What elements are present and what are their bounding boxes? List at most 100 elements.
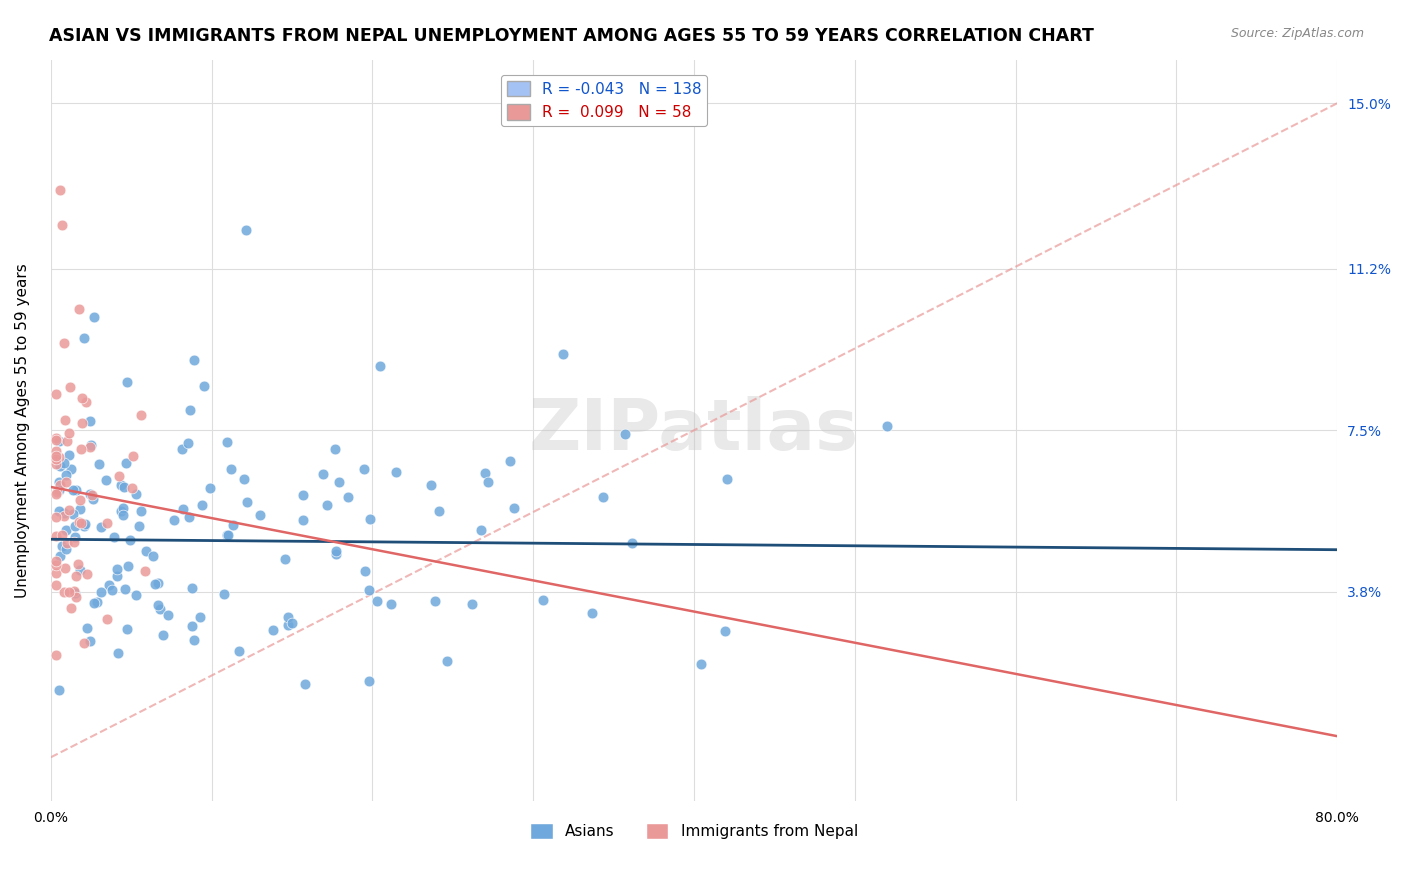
Point xyxy=(90,520,112,534)
Point xyxy=(45,558,67,572)
Point xyxy=(179,403,201,417)
Point xyxy=(281,615,304,630)
Point xyxy=(325,544,347,558)
Point xyxy=(131,504,153,518)
Point xyxy=(48,682,70,697)
Point xyxy=(49,549,72,563)
Point xyxy=(190,609,212,624)
Point xyxy=(60,601,83,615)
Point xyxy=(55,475,77,490)
Point xyxy=(111,501,134,516)
Point xyxy=(48,475,70,489)
Point xyxy=(461,598,484,612)
Point xyxy=(52,336,75,351)
Point xyxy=(183,353,205,368)
Point xyxy=(45,510,67,524)
Point xyxy=(53,560,76,574)
Point xyxy=(62,535,84,549)
Point xyxy=(368,359,391,373)
Point xyxy=(83,310,105,325)
Point xyxy=(59,462,82,476)
Point xyxy=(149,602,172,616)
Point xyxy=(65,519,87,533)
Point xyxy=(45,431,67,445)
Point xyxy=(72,519,94,533)
Point xyxy=(222,517,245,532)
Point xyxy=(193,378,215,392)
Point xyxy=(117,559,139,574)
Point xyxy=(58,503,80,517)
Point xyxy=(45,648,67,662)
Text: ZIPatlas: ZIPatlas xyxy=(529,396,859,465)
Point xyxy=(73,517,96,532)
Point xyxy=(357,583,380,598)
Point xyxy=(125,487,148,501)
Point xyxy=(48,434,70,448)
Point xyxy=(198,481,221,495)
Point xyxy=(420,478,443,492)
Point xyxy=(233,472,256,486)
Text: ASIAN VS IMMIGRANTS FROM NEPAL UNEMPLOYMENT AMONG AGES 55 TO 59 YEARS CORRELATIO: ASIAN VS IMMIGRANTS FROM NEPAL UNEMPLOYM… xyxy=(49,27,1094,45)
Point xyxy=(294,677,316,691)
Point xyxy=(79,634,101,648)
Point xyxy=(107,646,129,660)
Point xyxy=(49,183,72,197)
Point xyxy=(108,468,131,483)
Point xyxy=(105,562,128,576)
Point xyxy=(143,576,166,591)
Point xyxy=(353,462,375,476)
Point xyxy=(110,504,132,518)
Point xyxy=(114,582,136,596)
Point xyxy=(228,644,250,658)
Point xyxy=(613,427,636,442)
Point xyxy=(134,564,156,578)
Point xyxy=(172,442,194,457)
Point xyxy=(503,501,526,516)
Point xyxy=(67,516,90,530)
Point xyxy=(49,459,72,474)
Point xyxy=(122,449,145,463)
Point xyxy=(129,408,152,422)
Point xyxy=(531,593,554,607)
Point xyxy=(86,595,108,609)
Point xyxy=(128,519,150,533)
Y-axis label: Unemployment Among Ages 55 to 59 years: Unemployment Among Ages 55 to 59 years xyxy=(15,263,30,598)
Point xyxy=(72,330,94,344)
Point xyxy=(96,473,118,487)
Point xyxy=(58,584,80,599)
Point xyxy=(45,452,67,467)
Point xyxy=(235,495,257,509)
Point xyxy=(101,583,124,598)
Text: Source: ZipAtlas.com: Source: ZipAtlas.com xyxy=(1230,27,1364,40)
Point xyxy=(262,623,284,637)
Point xyxy=(79,487,101,501)
Point xyxy=(53,585,76,599)
Point xyxy=(581,606,603,620)
Legend: Asians, Immigrants from Nepal: Asians, Immigrants from Nepal xyxy=(524,817,865,845)
Point xyxy=(212,587,235,601)
Point xyxy=(221,461,243,475)
Point xyxy=(135,544,157,558)
Point xyxy=(69,502,91,516)
Point xyxy=(716,472,738,486)
Point xyxy=(384,465,406,479)
Point xyxy=(121,481,143,495)
Point xyxy=(55,523,77,537)
Point xyxy=(152,628,174,642)
Point xyxy=(63,529,86,543)
Point xyxy=(45,528,67,542)
Point xyxy=(45,554,67,568)
Point xyxy=(55,467,77,482)
Point xyxy=(325,548,347,562)
Point xyxy=(48,483,70,498)
Point xyxy=(67,557,90,571)
Point xyxy=(336,490,359,504)
Point xyxy=(69,442,91,456)
Point xyxy=(120,533,142,548)
Point xyxy=(69,493,91,508)
Point xyxy=(323,442,346,456)
Point xyxy=(181,619,204,633)
Point xyxy=(277,617,299,632)
Point xyxy=(380,597,402,611)
Point xyxy=(292,513,315,527)
